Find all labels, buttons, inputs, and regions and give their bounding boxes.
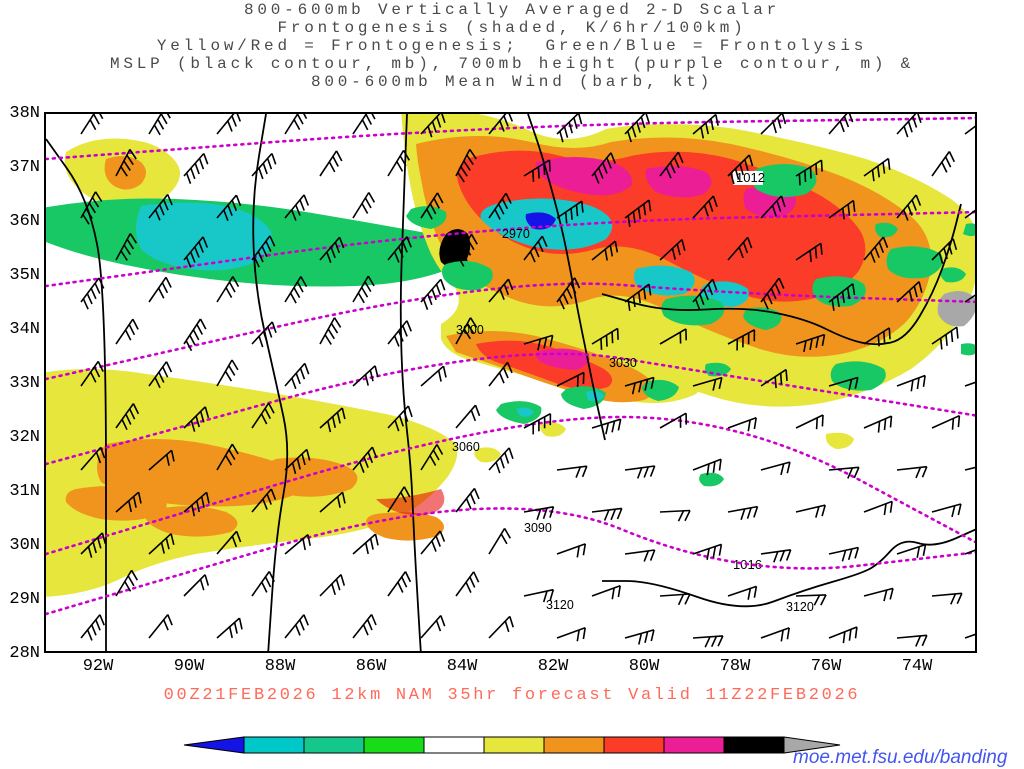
svg-text:1: 1 [480,759,488,760]
svg-text:1012: 1012 [736,170,765,185]
svg-text:32: 32 [776,759,793,760]
svg-text:8: 8 [660,759,668,760]
svg-text:-1: -1 [417,759,430,760]
svg-text:4: 4 [600,759,608,760]
svg-text:2: 2 [540,759,548,760]
svg-text:2970: 2970 [502,227,530,241]
svg-text:3090: 3090 [524,521,552,535]
svg-text:-4: -4 [297,759,310,760]
svg-text:3030: 3030 [609,356,637,370]
svg-text:-2: -2 [357,759,370,760]
svg-text:-8: -8 [237,759,250,760]
svg-text:16: 16 [716,759,733,760]
svg-text:3120: 3120 [786,600,814,614]
svg-text:3060: 3060 [452,440,480,454]
